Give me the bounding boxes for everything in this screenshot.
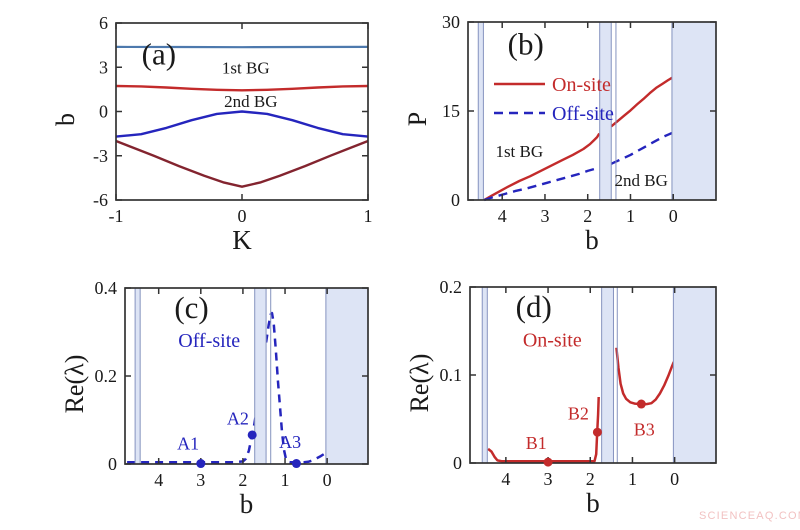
band-2-curve — [115, 84, 369, 92]
x-tick-label: 4 — [498, 206, 507, 226]
x-tick-label: 0 — [669, 206, 678, 226]
x-axis-label: b — [586, 488, 600, 518]
x-axis-label: b — [585, 225, 599, 255]
x-tick-label: 3 — [540, 206, 549, 226]
linear-band-shading — [478, 22, 484, 200]
annotation-b2: B2 — [568, 404, 589, 424]
panel-d: 4 3 2 1 0 0 0.1 0.2 (d) On-site B1 B2 B3 b Re(λ) — [405, 277, 717, 518]
off-site-instability-curve — [127, 311, 328, 464]
linear-band-shading — [135, 288, 141, 464]
watermark: SCIENCEAQ.COM — [699, 510, 800, 522]
x-axis-label: K — [232, 225, 252, 255]
y-axis-label: Re(λ) — [405, 354, 434, 413]
annotation-b3: B3 — [634, 420, 655, 440]
y-tick-label: -6 — [93, 190, 108, 210]
point-A3 — [291, 459, 301, 469]
x-tick-label: 4 — [154, 470, 163, 490]
y-tick-label: 0 — [451, 190, 460, 210]
annotation-on-site: On-site — [523, 330, 582, 352]
y-tick-label: 30 — [442, 12, 460, 32]
annotation-2nd-bg: 2nd BG — [224, 92, 277, 111]
panel-c: 4 3 2 1 0 0 0.2 0.4 (c) Off-site A1 A2 A3 b Re(λ) — [60, 278, 369, 519]
linear-band-shading — [673, 287, 716, 463]
y-axis-label: Re(λ) — [60, 355, 89, 414]
on-site-instability-curve — [487, 396, 600, 463]
annotation-2nd-bg: 2nd BG — [614, 171, 667, 190]
x-tick-label: 2 — [583, 206, 592, 226]
band-4-curve — [115, 139, 369, 188]
annotation-off-site: Off-site — [178, 330, 240, 352]
x-tick-label: 1 — [364, 206, 373, 226]
y-tick-label: 0.1 — [440, 365, 463, 385]
annotation-a2: A2 — [227, 409, 249, 429]
band-3-curve — [115, 110, 369, 138]
panel-letter-label: (b) — [508, 27, 544, 62]
x-tick-label: -1 — [109, 206, 124, 226]
off-site-power-curve — [610, 131, 673, 165]
x-tick-label: 1 — [626, 206, 635, 226]
annotation-1st-bg: 1st BG — [222, 58, 270, 77]
linear-band-shading — [601, 287, 614, 463]
annotation-a1: A1 — [177, 433, 199, 453]
x-tick-label: 2 — [586, 469, 595, 489]
point-B3 — [636, 399, 646, 409]
linear-band-shading — [671, 22, 716, 200]
annotation-1st-bg: 1st BG — [495, 142, 543, 161]
point-A2 — [247, 430, 257, 440]
y-tick-label: 0 — [99, 102, 108, 122]
y-tick-label: 0.4 — [95, 278, 118, 298]
y-tick-label: 0.2 — [440, 277, 463, 297]
point-A1 — [196, 459, 206, 469]
y-tick-label: 0 — [108, 454, 117, 474]
y-axis-label: P — [403, 112, 432, 126]
on-site-power-curve — [610, 76, 673, 128]
y-tick-label: 0 — [453, 453, 462, 473]
linear-band-shading — [599, 22, 612, 200]
x-tick-label: 1 — [628, 469, 637, 489]
x-tick-label: 0 — [323, 470, 332, 490]
y-axis-label: b — [51, 113, 80, 126]
y-tick-label: 3 — [99, 57, 108, 77]
annotation-a3: A3 — [279, 432, 301, 452]
point-B1 — [543, 457, 553, 467]
x-axis-label: b — [240, 489, 254, 519]
x-tick-label: 0 — [238, 206, 247, 226]
y-tick-label: 15 — [442, 101, 460, 121]
x-tick-label: 2 — [238, 470, 247, 490]
linear-band-shading — [482, 287, 488, 463]
legend-label: On-site — [552, 74, 611, 96]
panel-a: -1 0 1 -6 -3 0 3 6 (a) 1st BG 2nd BG Kb — [51, 13, 373, 255]
point-B2 — [592, 427, 602, 437]
y-tick-label: 0.2 — [95, 366, 118, 386]
panel-letter-label: (d) — [516, 289, 552, 324]
legend-label: Off-site — [552, 103, 614, 125]
annotation-b1: B1 — [526, 433, 547, 453]
x-tick-label: 1 — [281, 470, 290, 490]
x-tick-label: 3 — [196, 470, 205, 490]
x-tick-label: 0 — [670, 469, 679, 489]
panel-b: 4 3 2 1 0 0 15 30 (b) 1st BG 2nd BG On-site Off-site… — [403, 12, 717, 255]
on-site-power-curve — [483, 132, 601, 202]
linear-band-shading — [254, 288, 267, 464]
x-tick-label: 4 — [501, 469, 510, 489]
panel-letter-label: (c) — [174, 290, 208, 325]
linear-band-shading — [325, 288, 368, 464]
x-tick-label: 3 — [544, 469, 553, 489]
off-site-power-curve — [483, 166, 600, 202]
y-tick-label: -3 — [93, 146, 108, 166]
panel-letter-label: (a) — [142, 36, 176, 71]
y-tick-label: 6 — [99, 13, 108, 33]
